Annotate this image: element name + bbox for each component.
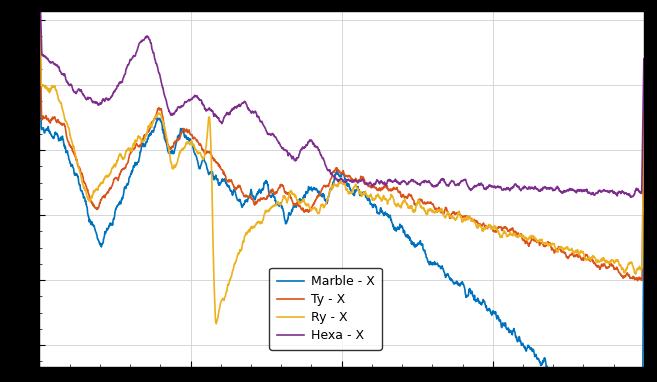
Ry - X bbox=[512, 234, 520, 238]
Ry - X bbox=[622, 267, 630, 271]
Hexa - X bbox=[66, 83, 74, 88]
Marble - X bbox=[329, 180, 337, 185]
Marble - X bbox=[640, 213, 648, 217]
Ry - X bbox=[640, 108, 648, 113]
Ty - X bbox=[313, 195, 321, 200]
Hexa - X bbox=[622, 191, 630, 195]
Legend: Marble - X, Ty - X, Ry - X, Hexa - X: Marble - X, Ty - X, Ry - X, Hexa - X bbox=[269, 268, 382, 350]
Line: Marble - X: Marble - X bbox=[39, 9, 644, 382]
Hexa - X bbox=[640, 57, 648, 61]
Line: Ry - X: Ry - X bbox=[39, 0, 644, 324]
Ry - X bbox=[330, 182, 338, 187]
Ty - X bbox=[35, 1, 43, 6]
Ty - X bbox=[511, 229, 519, 234]
Ty - X bbox=[329, 169, 337, 173]
Line: Hexa - X: Hexa - X bbox=[39, 0, 644, 197]
Ty - X bbox=[633, 278, 641, 283]
Ry - X bbox=[212, 322, 220, 326]
Ty - X bbox=[640, 112, 648, 116]
Hexa - X bbox=[627, 195, 635, 199]
Ty - X bbox=[66, 144, 74, 148]
Hexa - X bbox=[329, 174, 337, 178]
Marble - X bbox=[313, 188, 321, 193]
Hexa - X bbox=[622, 191, 630, 195]
Ty - X bbox=[622, 272, 630, 277]
Marble - X bbox=[66, 161, 74, 166]
Ry - X bbox=[623, 266, 631, 270]
Hexa - X bbox=[511, 182, 519, 187]
Ry - X bbox=[66, 133, 74, 138]
Ry - X bbox=[313, 211, 321, 215]
Marble - X bbox=[511, 333, 519, 337]
Ty - X bbox=[622, 272, 630, 277]
Marble - X bbox=[35, 7, 43, 11]
Hexa - X bbox=[313, 145, 321, 149]
Line: Ty - X: Ty - X bbox=[39, 3, 644, 281]
